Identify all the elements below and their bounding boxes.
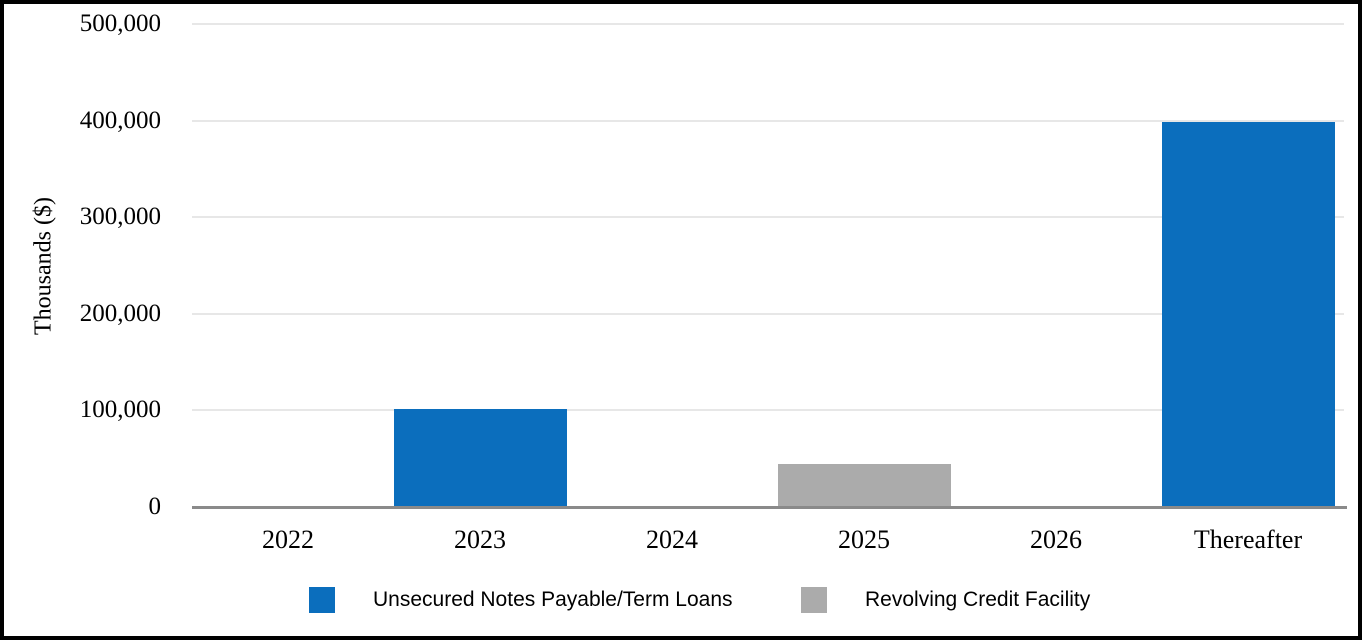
bar-Thereafter <box>1161 121 1335 506</box>
legend-item-unsecured-notes: Unsecured Notes Payable/Term Loans <box>309 587 733 613</box>
x-tick-label: 2024 <box>646 525 698 554</box>
y-gridline <box>192 312 1344 315</box>
y-gridline <box>192 409 1344 412</box>
y-tick-label: 100,000 <box>79 396 161 424</box>
x-tick-label: 2026 <box>1030 525 1082 554</box>
bar-2025 <box>777 464 951 506</box>
legend-item-revolving-credit: Revolving Credit Facility <box>801 587 1090 613</box>
bar-2023 <box>393 409 567 506</box>
y-tick-label: 0 <box>148 493 162 520</box>
x-tick-label: 2023 <box>454 525 506 554</box>
y-gridline <box>192 216 1344 219</box>
y-axis-title: Thousands ($) <box>30 197 57 335</box>
legend-label: Revolving Credit Facility <box>865 588 1091 611</box>
x-tick-label: Thereafter <box>1193 525 1303 554</box>
y-tick-label: 500,000 <box>79 10 161 37</box>
legend-swatch-gray <box>801 587 827 613</box>
y-gridline <box>192 23 1344 25</box>
y-gridline <box>192 119 1344 122</box>
x-axis-line <box>192 506 1347 509</box>
y-tick-label: 300,000 <box>79 203 161 231</box>
legend-swatch-blue <box>309 587 335 613</box>
x-tick-label: 2022 <box>262 525 314 554</box>
plot-area: 0 100,000 200,000 300,000 400,000 500,000 2022… <box>4 4 1358 636</box>
y-tick-label: 200,000 <box>79 299 161 327</box>
x-tick-label: 2025 <box>838 525 890 554</box>
y-tick-label: 400,000 <box>79 106 161 134</box>
legend-label: Unsecured Notes Payable/Term Loans <box>373 588 733 611</box>
